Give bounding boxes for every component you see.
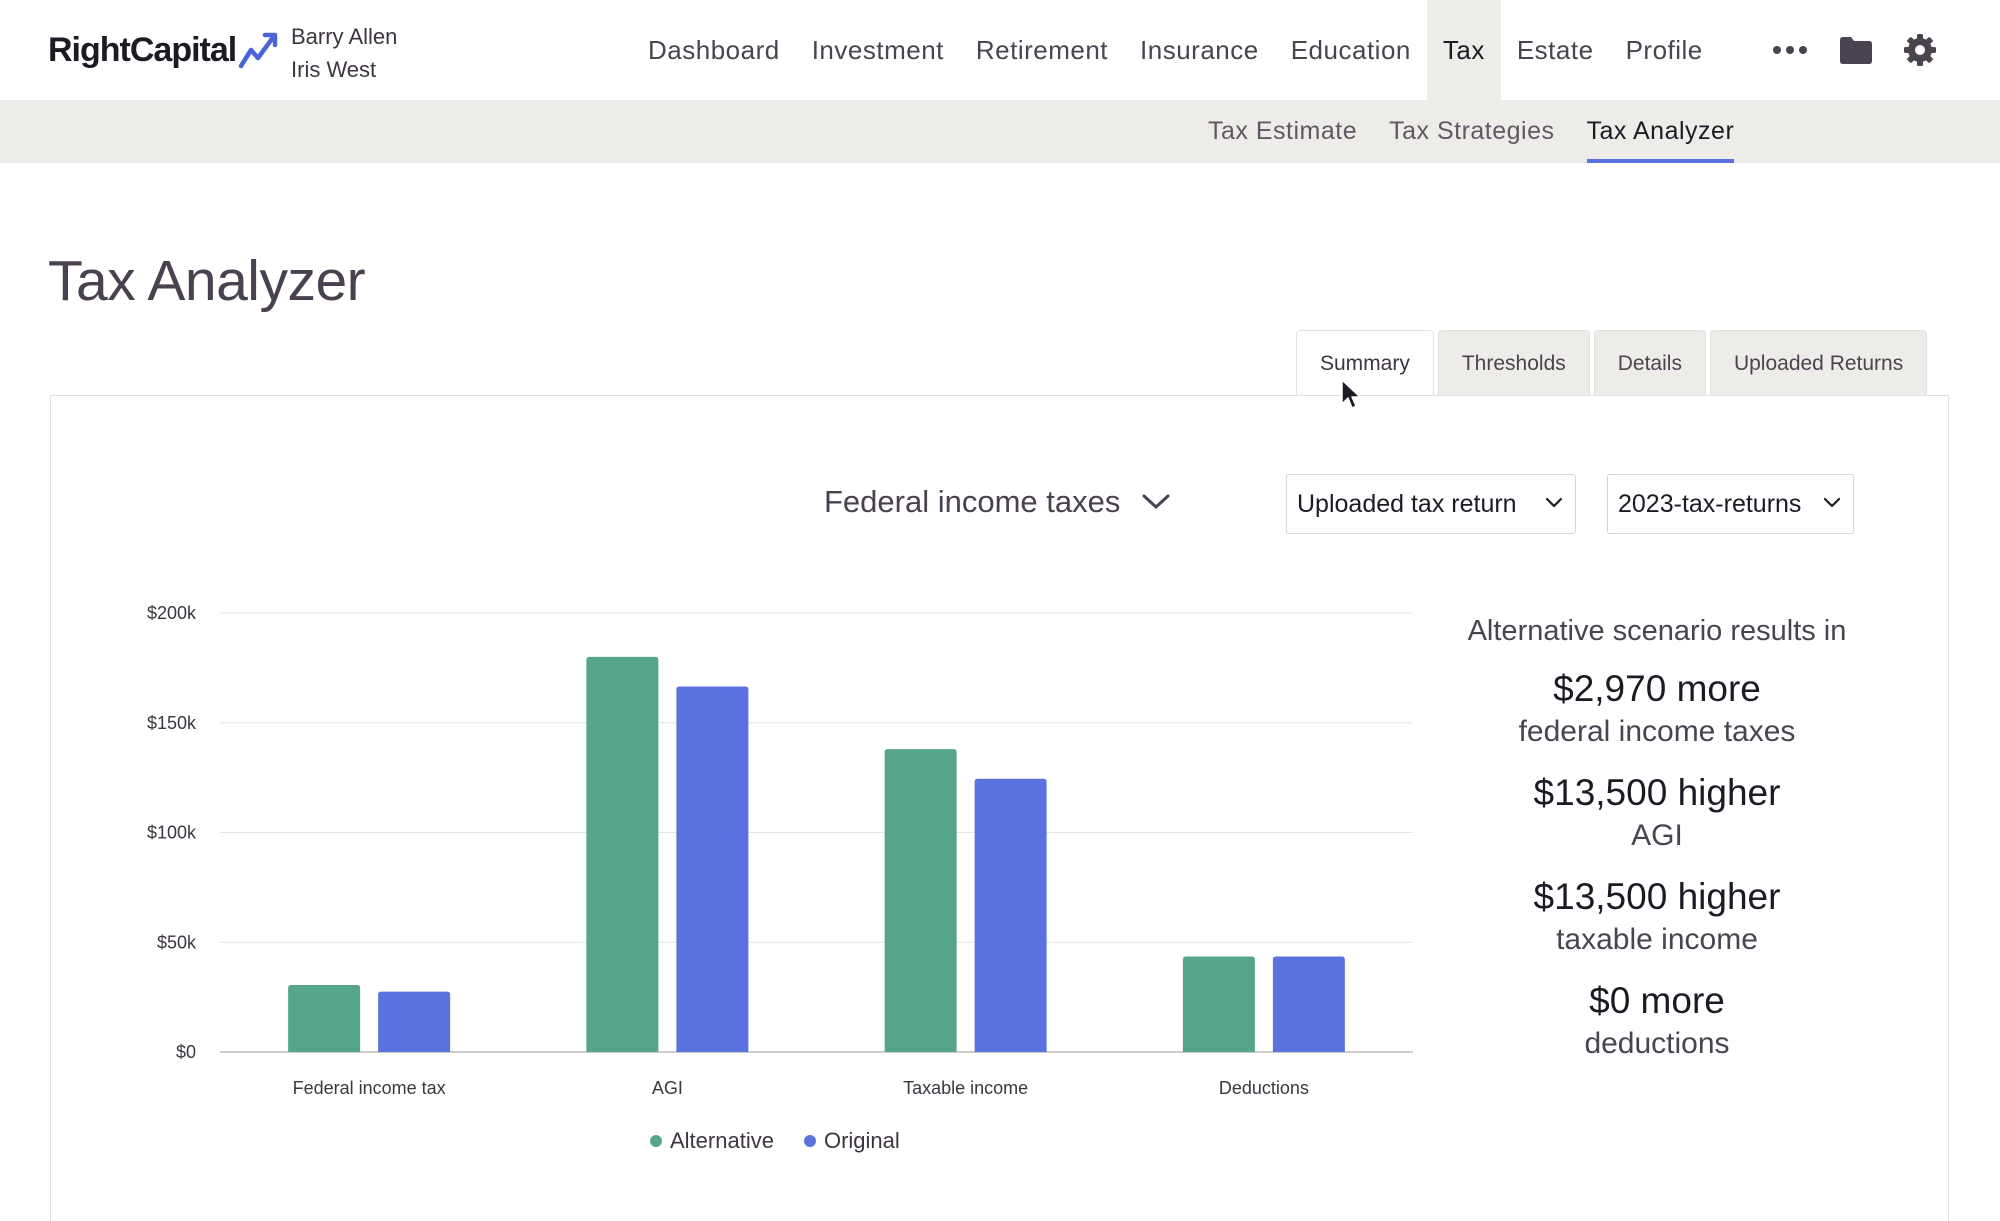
sub-nav: Tax Estimate Tax Strategies Tax Analyzer [0, 100, 2000, 163]
metric-selector-label: Federal income taxes [824, 484, 1121, 519]
subnav-tax-strategies[interactable]: Tax Strategies [1389, 117, 1555, 145]
legend-label-original: Original [823, 1128, 900, 1153]
nav-investment[interactable]: Investment [811, 34, 944, 65]
x-category-label: AGI [652, 1078, 683, 1098]
chevron-down-icon [1545, 497, 1563, 508]
stat-label: taxable income [1556, 923, 1758, 956]
page-title: Tax Analyzer [48, 249, 366, 313]
client-name-1: Barry Allen [291, 24, 398, 49]
stat-value: $13,500 higher [1533, 876, 1781, 917]
stat-federal-taxes: $2,970 more federal income taxes [1420, 666, 1894, 752]
x-category-label: Federal income tax [293, 1078, 446, 1098]
stat-value: $13,500 higher [1533, 772, 1781, 813]
nav-tax[interactable]: Tax [1426, 0, 1501, 100]
bar-original [974, 778, 1047, 1052]
rightcapital-logo[interactable]: RightCapital [48, 30, 280, 70]
nav-dashboard[interactable]: Dashboard [648, 34, 780, 65]
stat-label: federal income taxes [1518, 715, 1796, 748]
bar-chart: $0 $50k $100k $150k $200k Federal income tax A… [147, 603, 1413, 1098]
nav-profile[interactable]: Profile [1625, 34, 1703, 65]
bar-original [378, 991, 451, 1052]
bar-alternative [586, 656, 659, 1052]
gear-icon[interactable] [1900, 30, 1940, 70]
tab-thresholds[interactable]: Thresholds [1437, 330, 1590, 396]
y-tick-label: $200k [147, 603, 197, 623]
mouse-cursor-icon [1341, 379, 1361, 409]
y-tick-label: $0 [176, 1042, 196, 1062]
client-names: Barry Allen Iris West [291, 20, 397, 86]
legend-label-alternative: Alternative [670, 1128, 774, 1153]
nav-insurance[interactable]: Insurance [1140, 34, 1259, 65]
bar-original [676, 686, 749, 1052]
legend-dot-original [803, 1135, 816, 1147]
chevron-down-icon [1823, 497, 1841, 508]
chart-legend: Alternative Original [650, 1128, 930, 1154]
top-bar: RightCapital Barry Allen Iris West Dashb… [0, 0, 2000, 100]
source-dropdown-value: Uploaded tax return [1297, 489, 1517, 518]
stat-label: deductions [1584, 1027, 1730, 1060]
legend-dot-alternative [650, 1135, 662, 1147]
logo-text: RightCapital [48, 30, 237, 69]
year-dropdown[interactable]: 2023-tax-returns [1607, 474, 1854, 534]
tab-summary[interactable]: Summary [1296, 330, 1434, 396]
bar-original [1272, 956, 1345, 1052]
bar-alternative [884, 749, 957, 1052]
nav-education[interactable]: Education [1290, 34, 1411, 65]
subnav-tax-estimate[interactable]: Tax Estimate [1208, 117, 1358, 145]
x-category-label: Taxable income [903, 1078, 1028, 1098]
legend-item-original[interactable]: Original [803, 1128, 900, 1154]
bar-alternative [288, 985, 361, 1052]
summary-heading: Alternative scenario results in [1467, 615, 1847, 647]
stat-value: $0 more [1589, 980, 1725, 1021]
y-tick-label: $50k [157, 932, 197, 952]
subnav-tax-analyzer[interactable]: Tax Analyzer [1571, 100, 1751, 163]
folder-icon[interactable] [1836, 30, 1876, 70]
nav-estate[interactable]: Estate [1516, 34, 1594, 65]
analyzer-tabs: Summary Thresholds Details Uploaded Retu… [1296, 330, 1931, 396]
y-tick-label: $150k [147, 713, 197, 733]
more-icon[interactable] [1770, 30, 1810, 70]
stat-agi: $13,500 higher AGI [1420, 770, 1894, 856]
stat-value: $2,970 more [1553, 668, 1761, 709]
source-dropdown[interactable]: Uploaded tax return [1286, 474, 1576, 534]
y-tick-label: $100k [147, 823, 197, 843]
scenario-summary: Alternative scenario results in $2,970 m… [1420, 615, 1894, 1082]
main-nav: Dashboard Investment Retirement Insuranc… [632, 0, 1719, 100]
tab-details[interactable]: Details [1593, 330, 1706, 396]
year-dropdown-value: 2023-tax-returns [1618, 489, 1802, 518]
x-category-label: Deductions [1219, 1078, 1309, 1098]
legend-item-alternative[interactable]: Alternative [650, 1128, 774, 1154]
nav-retirement[interactable]: Retirement [975, 34, 1109, 65]
stat-label: AGI [1631, 819, 1683, 852]
client-name-2: Iris West [291, 57, 377, 82]
chevron-down-icon [1142, 494, 1170, 509]
metric-selector[interactable]: Federal income taxes [824, 484, 1170, 520]
tab-uploaded-returns[interactable]: Uploaded Returns [1709, 330, 1928, 396]
bar-alternative [1182, 956, 1255, 1052]
stat-deductions: $0 more deductions [1420, 978, 1894, 1064]
logo-arrow-icon [238, 32, 278, 69]
stat-taxable-income: $13,500 higher taxable income [1420, 874, 1894, 960]
